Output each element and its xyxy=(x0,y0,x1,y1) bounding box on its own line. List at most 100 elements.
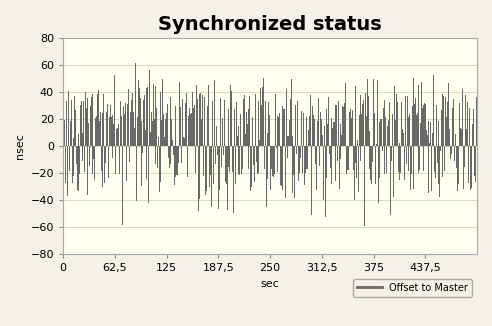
Bar xyxy=(235,146,236,184)
Bar xyxy=(472,134,473,146)
Bar xyxy=(250,146,251,191)
Bar xyxy=(467,102,468,146)
Bar xyxy=(96,125,97,146)
Bar xyxy=(256,146,257,162)
Bar xyxy=(466,111,467,146)
Bar xyxy=(274,146,275,174)
Bar xyxy=(184,108,185,146)
Bar xyxy=(125,102,126,146)
Bar xyxy=(67,146,68,197)
Bar xyxy=(363,100,364,146)
Bar xyxy=(280,146,281,185)
Bar xyxy=(396,94,397,146)
Bar xyxy=(457,146,458,191)
Bar xyxy=(216,126,217,146)
Bar xyxy=(455,134,456,146)
Bar xyxy=(404,146,405,179)
Bar xyxy=(97,94,98,146)
Bar xyxy=(331,118,332,146)
Bar xyxy=(130,112,131,146)
Bar xyxy=(477,119,478,146)
Bar xyxy=(191,113,192,146)
Bar xyxy=(128,89,129,146)
Bar xyxy=(136,146,137,201)
Bar xyxy=(345,83,346,146)
Bar xyxy=(389,125,390,146)
Bar xyxy=(253,146,254,158)
Bar xyxy=(109,117,110,146)
Bar xyxy=(100,112,101,146)
Bar xyxy=(430,122,431,146)
Bar xyxy=(380,119,381,146)
Bar xyxy=(125,146,126,162)
Bar xyxy=(304,146,305,185)
Bar xyxy=(459,103,460,146)
Bar xyxy=(87,146,88,195)
Bar xyxy=(210,146,211,175)
Bar xyxy=(293,146,294,174)
Bar xyxy=(432,103,433,146)
Bar xyxy=(348,146,349,170)
Bar xyxy=(101,112,102,146)
Bar xyxy=(391,146,392,161)
Bar xyxy=(448,82,449,146)
Bar xyxy=(339,146,340,159)
Bar xyxy=(335,146,336,181)
Bar xyxy=(282,146,283,190)
Bar xyxy=(185,102,186,146)
Bar xyxy=(347,146,348,170)
Bar xyxy=(444,146,445,171)
Bar xyxy=(228,109,229,146)
Bar xyxy=(327,124,328,146)
Bar xyxy=(104,146,105,183)
Bar xyxy=(77,146,78,189)
Bar xyxy=(424,103,425,146)
Bar xyxy=(246,125,248,146)
Bar xyxy=(65,146,66,183)
Bar xyxy=(263,78,264,146)
Bar xyxy=(437,146,438,184)
Bar xyxy=(410,146,411,190)
Bar xyxy=(122,131,123,146)
Bar xyxy=(281,146,282,186)
Bar xyxy=(174,146,175,185)
Bar xyxy=(217,146,218,156)
Bar xyxy=(338,101,339,146)
Bar xyxy=(153,84,154,146)
Bar xyxy=(94,146,95,180)
Bar xyxy=(157,146,158,168)
Bar xyxy=(379,146,380,178)
Bar xyxy=(159,146,160,192)
Bar xyxy=(266,146,267,207)
Bar xyxy=(76,146,77,164)
Bar xyxy=(267,133,268,146)
Bar xyxy=(205,97,206,146)
Bar xyxy=(107,117,108,146)
Bar xyxy=(268,102,269,146)
Bar xyxy=(192,92,193,146)
Bar xyxy=(431,146,432,191)
Bar xyxy=(389,102,390,146)
Bar xyxy=(176,146,177,175)
Bar xyxy=(275,94,276,146)
Bar xyxy=(440,146,441,151)
Bar xyxy=(187,146,188,177)
Bar xyxy=(137,117,138,146)
Bar xyxy=(252,117,253,146)
Bar xyxy=(374,113,375,146)
Bar xyxy=(142,146,143,154)
Bar xyxy=(437,146,438,163)
Bar xyxy=(72,146,73,183)
Bar xyxy=(384,100,385,146)
Bar xyxy=(344,121,345,146)
Bar xyxy=(171,119,172,146)
Bar xyxy=(80,105,81,146)
Bar xyxy=(204,102,205,146)
Bar xyxy=(332,128,333,146)
Bar xyxy=(88,123,89,146)
Bar xyxy=(382,146,383,152)
Bar xyxy=(166,112,167,146)
Bar xyxy=(242,146,243,169)
Bar xyxy=(257,146,258,173)
Bar xyxy=(446,117,447,146)
